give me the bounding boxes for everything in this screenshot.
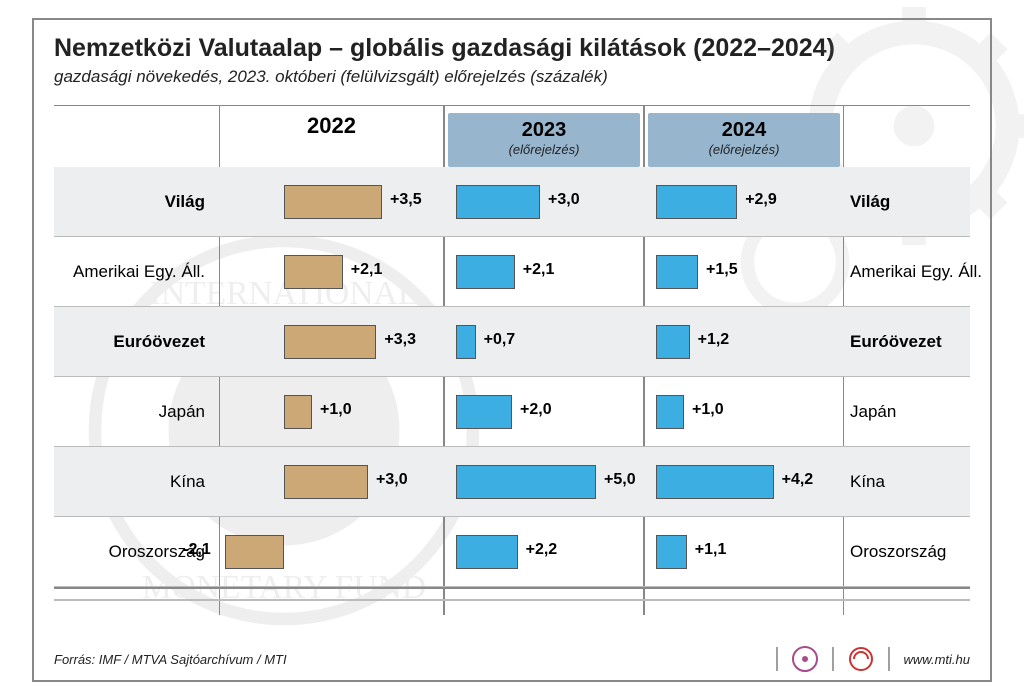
row-label-left: Kína [54, 447, 219, 516]
footer-divider [832, 647, 834, 671]
mti-logo-icon [792, 646, 818, 672]
bar-2024 [656, 395, 684, 429]
footer-divider [776, 647, 778, 671]
row-label-right: Kína [844, 447, 1004, 516]
mti-swirl-icon [848, 646, 874, 672]
table-row: VilágVilág+3,5+3,0+2,9 [54, 167, 970, 237]
header-2022: 2022 [219, 105, 444, 167]
bar-2023 [456, 535, 518, 569]
bar-cell-2024: +1,5 [656, 237, 832, 306]
bar-2023 [456, 325, 476, 359]
bar-2022 [284, 465, 368, 499]
bar-2022 [284, 325, 376, 359]
table-row: JapánJapán+1,0+2,0+1,0 [54, 377, 970, 447]
bar-cell-2022: +1,0 [229, 377, 434, 446]
bar-2022 [284, 255, 343, 289]
bar-label-2023: +0,7 [484, 331, 516, 349]
chart-subtitle: gazdasági növekedés, 2023. októberi (fel… [54, 67, 970, 87]
row-label-right: Japán [844, 377, 1004, 446]
row-label-left: Euróövezet [54, 307, 219, 376]
bar-cell-2024: +1,1 [656, 517, 832, 586]
bar-2024 [656, 465, 774, 499]
bar-label-2023: +3,0 [548, 191, 580, 209]
bar-cell-2023: +2,1 [456, 237, 632, 306]
bar-2022 [284, 185, 382, 219]
bar-label-2023: +2,1 [523, 261, 555, 279]
bar-label-2024: +4,2 [782, 471, 814, 489]
row-label-left: Japán [54, 377, 219, 446]
bar-2023 [456, 185, 540, 219]
bar-label-2023: +2,2 [526, 541, 558, 559]
footer: Forrás: IMF / MTVA Sajtóarchívum / MTI w… [54, 646, 970, 672]
bar-label-2024: +1,0 [692, 401, 724, 419]
bar-2024 [656, 535, 687, 569]
data-rows: VilágVilág+3,5+3,0+2,9Amerikai Egy. Áll.… [54, 167, 970, 587]
header-2023-forecast: (előrejelzés) [448, 142, 640, 157]
bar-2024 [656, 255, 698, 289]
bar-cell-2024: +1,0 [656, 377, 832, 446]
bar-2023 [456, 395, 512, 429]
bar-cell-2023: +2,0 [456, 377, 632, 446]
table-row: Amerikai Egy. Áll.Amerikai Egy. Áll.+2,1… [54, 237, 970, 307]
row-label-right: Euróövezet [844, 307, 1004, 376]
bar-label-2024: +1,2 [698, 331, 730, 349]
row-label-right: Oroszország [844, 517, 1004, 586]
bar-2023 [456, 465, 596, 499]
row-label-left: Amerikai Egy. Áll. [54, 237, 219, 306]
bar-2022 [225, 535, 284, 569]
bar-label-2022: +3,0 [376, 471, 408, 489]
bar-2024 [656, 325, 690, 359]
bar-cell-2023: +5,0 [456, 447, 632, 516]
header-2023-year: 2023 [448, 119, 640, 142]
header-2024: 2024 (előrejelzés) [648, 113, 840, 167]
header-2024-forecast: (előrejelzés) [648, 142, 840, 157]
table-row: OroszországOroszország-2,1+2,2+1,1 [54, 517, 970, 587]
bar-cell-2023: +3,0 [456, 167, 632, 236]
row-label-right: Világ [844, 167, 1004, 236]
footer-source: Forrás: IMF / MTVA Sajtóarchívum / MTI [54, 652, 287, 667]
bar-label-2022: +2,1 [351, 261, 383, 279]
bar-label-2024: +1,5 [706, 261, 738, 279]
bar-cell-2023: +0,7 [456, 307, 632, 376]
bar-cell-2022: +2,1 [229, 237, 434, 306]
bar-label-2024: +2,9 [745, 191, 777, 209]
header-2024-year: 2024 [648, 119, 840, 142]
bar-cell-2024: +1,2 [656, 307, 832, 376]
footer-url: www.mti.hu [904, 652, 970, 667]
bar-label-2022: -2,1 [183, 541, 211, 559]
chart-area: 2022 2023 (előrejelzés) 2024 (előrejelzé… [54, 105, 970, 615]
chart-title: Nemzetközi Valutaalap – globális gazdasá… [54, 34, 970, 63]
header-2023: 2023 (előrejelzés) [448, 113, 640, 167]
infographic-frame: INTERNATIONAL MONETARY FUND Nemzetközi V… [32, 18, 992, 682]
table-row: EuróövezetEuróövezet+3,3+0,7+1,2 [54, 307, 970, 377]
bar-cell-2022: +3,3 [229, 307, 434, 376]
bar-label-2023: +5,0 [604, 471, 636, 489]
bar-cell-2024: +2,9 [656, 167, 832, 236]
bar-2023 [456, 255, 515, 289]
table-row: KínaKína+3,0+5,0+4,2 [54, 447, 970, 517]
bar-cell-2022: +3,0 [229, 447, 434, 516]
bar-label-2022: +3,5 [390, 191, 422, 209]
bar-label-2023: +2,0 [520, 401, 552, 419]
bar-cell-2023: +2,2 [456, 517, 632, 586]
bar-cell-2022: +3,5 [229, 167, 434, 236]
bar-cell-2024: +4,2 [656, 447, 832, 516]
bar-cell-2022: -2,1 [229, 517, 434, 586]
bar-label-2022: +3,3 [384, 331, 416, 349]
bar-label-2024: +1,1 [695, 541, 727, 559]
row-label-left: Világ [54, 167, 219, 236]
bar-2024 [656, 185, 737, 219]
bar-2022 [284, 395, 312, 429]
footer-divider [888, 647, 890, 671]
row-label-right: Amerikai Egy. Áll. [844, 237, 1004, 306]
bar-label-2022: +1,0 [320, 401, 352, 419]
